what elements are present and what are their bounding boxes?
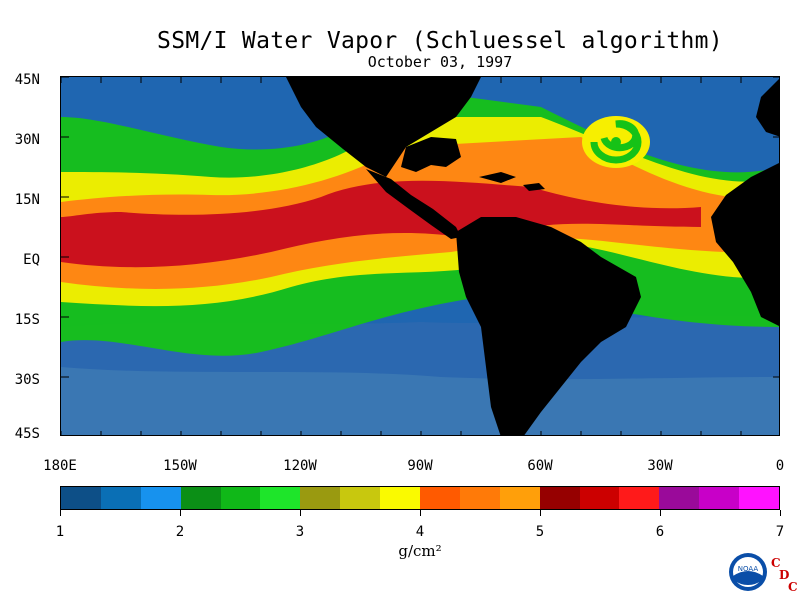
noaa-logo-icon: NOAA [729, 553, 767, 591]
land-mass [456, 217, 641, 435]
colorbar-cell [420, 487, 460, 509]
colorbar-cell [300, 487, 341, 509]
moisture-band [61, 367, 779, 435]
colorbar-cell [619, 487, 660, 509]
colorbar-tick [660, 510, 661, 516]
lon-label-30w: 30W [647, 458, 673, 474]
lat-label-15s: 15S [14, 312, 40, 328]
cdc-letter-1: C [771, 556, 781, 570]
lat-label-30s: 30S [14, 372, 40, 388]
colorbar-label-6: 6 [655, 524, 665, 540]
lon-label-0: 0 [775, 458, 785, 474]
colorbar-cell [699, 487, 740, 509]
cdc-letter-3: C [788, 580, 798, 594]
lon-label-120w: 120W [283, 458, 317, 474]
colorbar-cell [100, 487, 141, 509]
land-mass [401, 137, 461, 172]
water-vapor-map [60, 76, 780, 436]
colorbar-cell [659, 487, 700, 509]
moisture-band [61, 180, 701, 268]
noaa-logo-text: NOAA [738, 565, 759, 573]
colorbar-cell [140, 487, 181, 509]
lat-label-45s: 45S [14, 426, 40, 442]
colorbar-cell [180, 487, 221, 509]
lon-label-180e: 180E [43, 458, 77, 474]
colorbar-tick [420, 510, 421, 516]
colorbar-tick [300, 510, 301, 516]
colorbar-label-2: 2 [175, 524, 185, 540]
land-mass [756, 79, 779, 137]
colorbar-tick [540, 510, 541, 516]
land-mass [523, 183, 545, 191]
colorbar-cell [340, 487, 381, 509]
lat-label-30n: 30N [14, 132, 40, 148]
colorbar-cell [61, 487, 101, 509]
colorbar-tick [180, 510, 181, 516]
lon-label-150w: 150W [163, 458, 197, 474]
chart-subtitle: October 03, 1997 [367, 53, 513, 71]
colorbar-cell [499, 487, 540, 509]
colorbar-cell [579, 487, 620, 509]
colorbar-cell [459, 487, 500, 509]
colorbar-label-3: 3 [295, 524, 305, 540]
colorbar-tick [60, 510, 61, 516]
cdc-letter-2: D [779, 568, 790, 582]
colorbar-label-1: 1 [55, 524, 65, 540]
chart-title: SSM/I Water Vapor (Schluessel algorithm) [157, 28, 723, 54]
land-mass [479, 172, 516, 183]
colorbar-label-4: 4 [415, 524, 425, 540]
colorbar-cell [260, 487, 301, 509]
map-ticks [61, 77, 779, 435]
colorbar-cell [380, 487, 421, 509]
lat-label-15n: 15N [14, 192, 40, 208]
colorbar-cell [220, 487, 261, 509]
colorbar-label-5: 5 [535, 524, 545, 540]
lon-label-90w: 90W [407, 458, 433, 474]
colorbar-cell [539, 487, 580, 509]
lon-label-60w: 60W [527, 458, 553, 474]
colorbar-tick [780, 510, 781, 516]
land-mass [711, 163, 779, 326]
storm-swirl [582, 116, 650, 168]
map-canvas [61, 77, 779, 435]
colorbar-label-7: 7 [775, 524, 785, 540]
colorbar-cell [739, 487, 780, 509]
land-mass [286, 77, 481, 177]
units-label: g/cm² [398, 542, 442, 560]
land-masses [286, 77, 779, 435]
lat-label-eq: EQ [23, 252, 40, 268]
lat-label-45n: 45N [14, 72, 40, 88]
land-mass [366, 169, 461, 239]
colorbar [60, 486, 780, 510]
